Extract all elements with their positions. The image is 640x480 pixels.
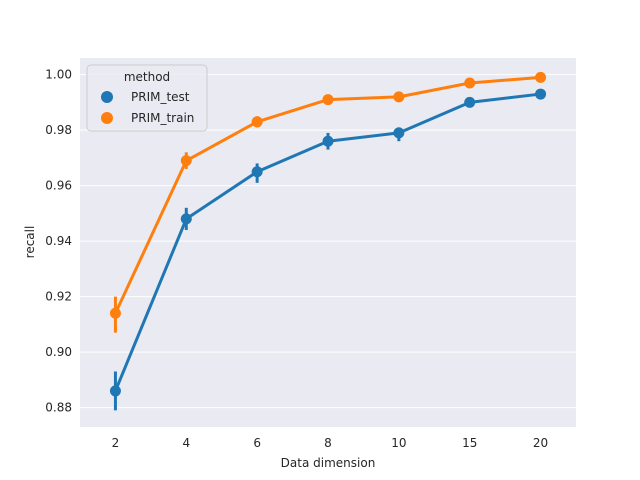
data-point [322,94,334,106]
legend-marker [101,91,113,103]
x-axis-ticks: 2 4 6 8 10 15 20 [112,436,549,450]
y-tick-label: 1.00 [45,68,72,82]
x-tick-label: 6 [253,436,261,450]
legend: method PRIM_test PRIM_train [86,64,208,132]
data-point [393,91,405,103]
x-tick-label: 4 [182,436,190,450]
y-tick-label: 0.96 [45,179,72,193]
x-tick-label: 20 [533,436,548,450]
data-point [251,166,263,178]
data-point [393,127,405,139]
y-tick-label: 0.92 [45,290,72,304]
x-tick-label: 15 [462,436,477,450]
x-tick-label: 10 [391,436,406,450]
data-point [251,116,263,128]
y-tick-label: 0.90 [45,345,72,359]
series-PRIM_test [109,88,547,411]
x-axis-label: Data dimension [281,456,376,470]
data-point [180,213,192,225]
data-point [322,135,334,147]
data-point [109,385,121,397]
data-point [109,307,121,319]
y-tick-label: 0.98 [45,123,72,137]
legend-marker [101,112,113,124]
y-axis-label: recall [23,226,37,259]
data-point [464,96,476,108]
series-layer [109,71,547,411]
data-point [535,71,547,83]
y-axis-ticks: 0.88 0.90 0.92 0.94 0.96 0.98 1.00 [45,68,72,415]
grid [80,74,576,409]
series-PRIM_train [109,71,547,333]
x-tick-label: 2 [112,436,120,450]
data-point [535,88,547,100]
legend-box [86,64,208,132]
y-tick-label: 0.88 [45,401,72,415]
legend-label: PRIM_train [131,111,194,125]
legend-label: PRIM_test [131,90,190,104]
data-point [464,77,476,89]
data-point [180,155,192,167]
x-tick-label: 8 [324,436,332,450]
legend-title: method [124,70,170,84]
y-tick-label: 0.94 [45,234,72,248]
